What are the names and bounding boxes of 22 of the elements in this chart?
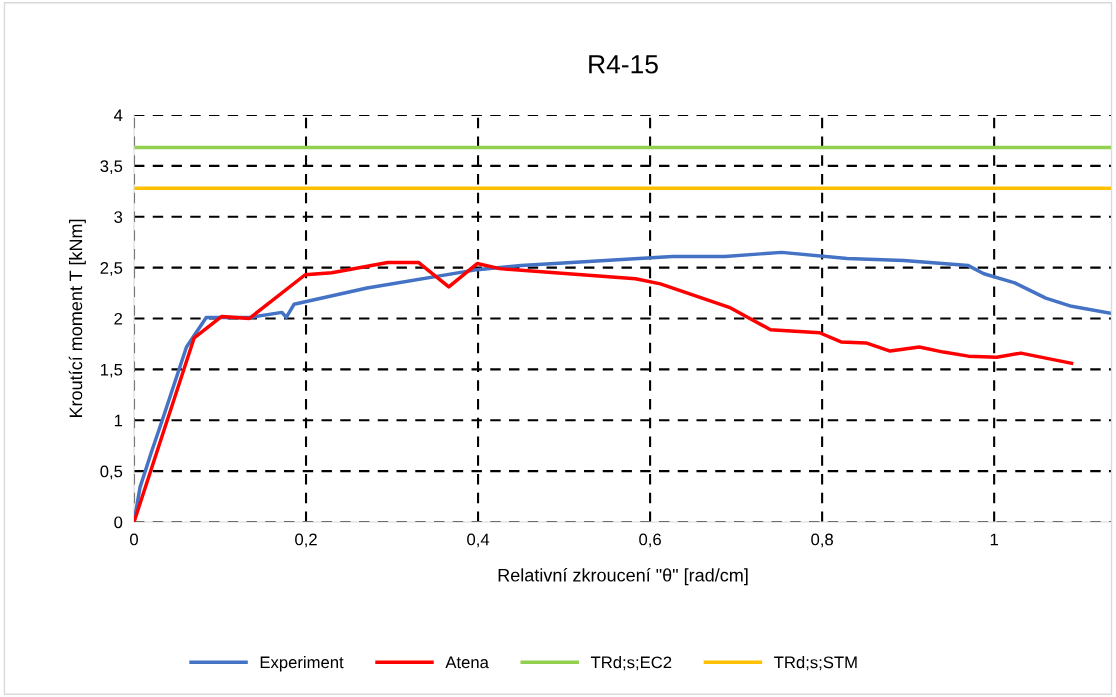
x-axis-title: Relativní zkroucení "θ" [rad/cm] [498, 568, 748, 586]
x-tick-label: 0 [130, 533, 138, 546]
legend-label: Experiment [260, 656, 344, 672]
x-tick-label: 0,4 [467, 533, 490, 548]
y-tick-label: 0 [114, 516, 123, 529]
x-tick-label: 0,2 [295, 533, 317, 548]
x-tick-label: 0,6 [639, 533, 661, 548]
x-tick-label: 0,8 [811, 533, 833, 548]
y-tick-label: 2 [114, 312, 123, 325]
y-tick-label: 3,5 [100, 160, 123, 175]
x-tick-label: 1 [990, 533, 998, 546]
chart-title: R4-15 [589, 55, 658, 74]
y-axis-title: Kroutící moment T [kNm] [68, 219, 86, 418]
y-tick-label: 1,5 [100, 363, 123, 378]
y-tick-label: 2,5 [100, 262, 123, 276]
legend-label: TRd;s;STM [774, 656, 857, 671]
legend-label: TRd;s;EC2 [590, 656, 672, 671]
y-tick-label: 3 [114, 211, 123, 223]
y-tick-label: 4 [114, 109, 123, 122]
y-tick-label: 0,5 [100, 465, 123, 480]
y-tick-label: 1 [114, 414, 123, 427]
legend-label: Atena [445, 656, 489, 669]
